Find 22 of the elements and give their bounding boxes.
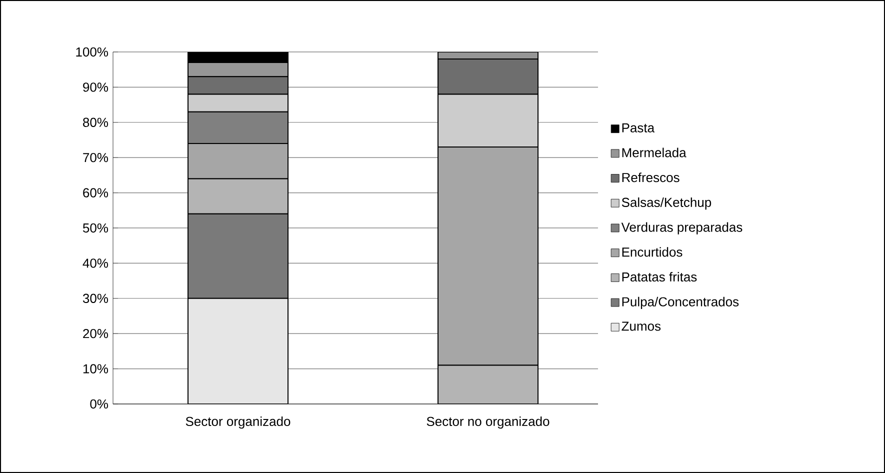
legend-label: Patatas fritas — [622, 272, 697, 282]
y-tick-label: 90% — [83, 82, 108, 92]
y-tick-label: 100% — [76, 47, 108, 57]
legend-label: Verduras preparadas — [621, 222, 742, 234]
legend-label: Mermelada — [622, 148, 686, 158]
y-tick-label: 20% — [83, 328, 108, 338]
y-tick-label: 0% — [90, 399, 108, 409]
x-tick-label: Sector organizado — [186, 416, 290, 429]
y-tick-label: 60% — [83, 188, 108, 198]
x-tick-label: Sector no organizado — [426, 416, 550, 429]
legend-label: Zumos — [622, 322, 661, 331]
legend-label: Pulpa/Concentrados — [622, 296, 739, 309]
y-tick-label: 50% — [82, 223, 108, 233]
legend-label: Encurtidos — [622, 247, 682, 257]
legend-label: Pasta — [622, 123, 655, 132]
y-tick-label: 70% — [83, 152, 108, 162]
y-tick-label: 10% — [83, 364, 108, 374]
y-tick-label: 80% — [83, 118, 108, 127]
y-tick-label: 30% — [82, 294, 108, 303]
y-tick-label: 40% — [82, 258, 108, 268]
legend-label: Refrescos — [622, 172, 680, 182]
legend-label: Salsas/Ketchup — [622, 197, 712, 210]
